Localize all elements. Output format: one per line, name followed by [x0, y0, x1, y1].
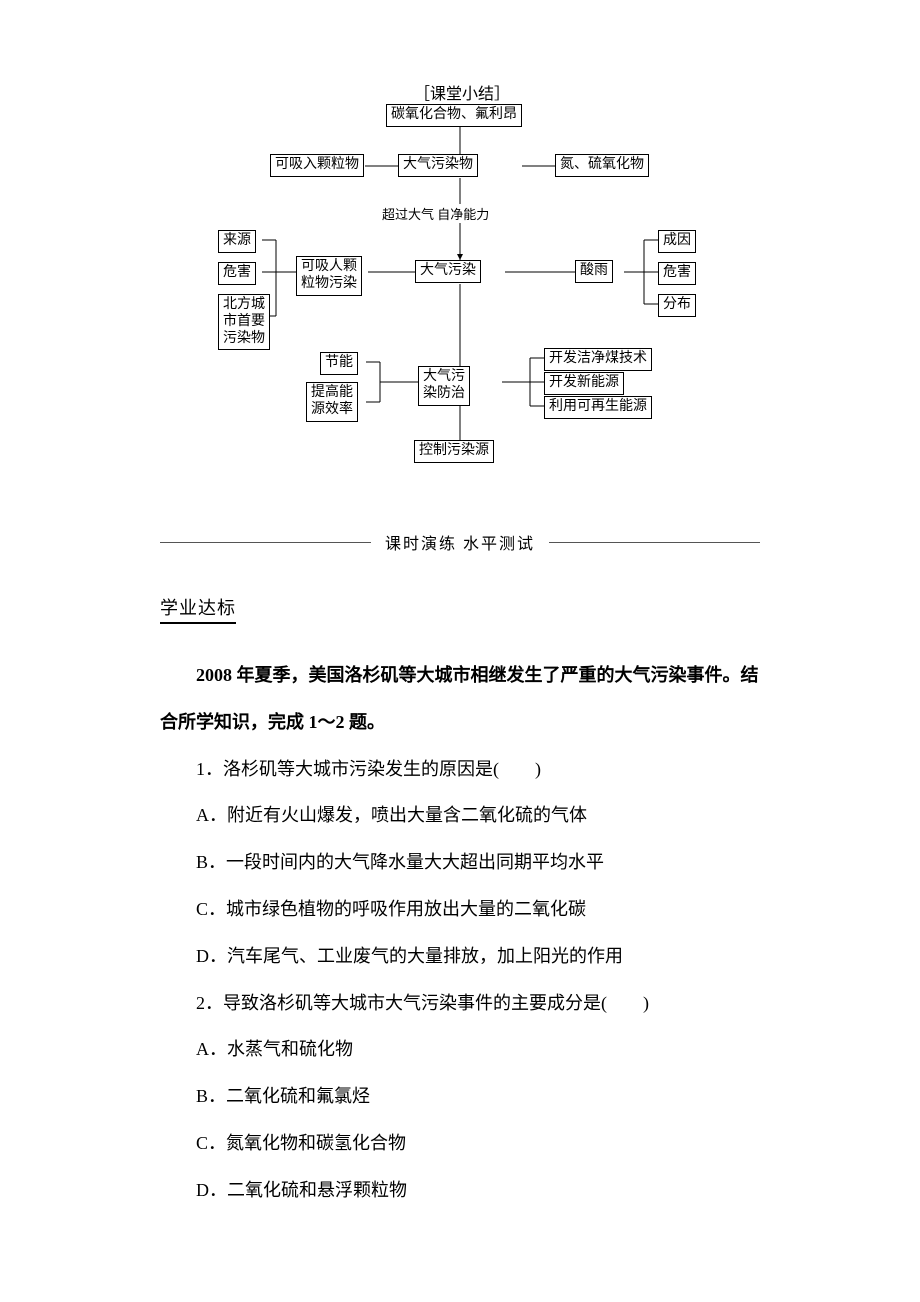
box-row2-left: 可吸入颗粒物 [270, 154, 364, 177]
q1-opt-d: D．汽车尾气、工业废气的大量排放，加上阳光的作用 [160, 933, 760, 980]
divider-text: 课时演练 水平测试 [371, 530, 549, 554]
box-row2-right: 氮、硫氧化物 [555, 154, 649, 177]
box-right-item-0: 成因 [658, 230, 696, 253]
box-top: 碳氧化合物、氟利昂 [386, 104, 522, 127]
section-divider: 课时演练 水平测试 [160, 530, 760, 554]
left-item-2-text: 北方城 市首要 污染物 [223, 297, 265, 346]
box-acid-rain: 酸雨 [575, 260, 613, 283]
box-left-item-0: 来源 [218, 230, 256, 253]
q2-opt-a: A．水蒸气和硫化物 [160, 1026, 760, 1073]
q1-opt-b: B．一段时间内的大气降水量大大超出同期平均水平 [160, 839, 760, 886]
divider-line-left [160, 542, 371, 543]
summary-diagram: ［课堂小结］ 碳氧化合物、氟利昂 可吸入颗粒物 大气污染物 氮、硫氧化物 超过大… [200, 80, 720, 500]
q2-opt-c: C．氮氧化物和碳氢化合物 [160, 1120, 760, 1167]
content-body: 2008 年夏季，美国洛杉矶等大城市相继发生了严重的大气污染事件。结合所学知识，… [160, 652, 760, 1214]
q1-opt-c: C．城市绿色植物的呼吸作用放出大量的二氧化碳 [160, 886, 760, 933]
q2-opt-d: D．二氧化硫和悬浮颗粒物 [160, 1167, 760, 1214]
box-left-item-2: 北方城 市首要 污染物 [218, 294, 270, 350]
energy-1-text: 提高能 源效率 [311, 385, 353, 417]
left-block-text: 可吸人颗 粒物污染 [301, 259, 357, 291]
q2-stem: 2．导致洛杉矶等大城市大气污染事件的主要成分是( ) [160, 980, 760, 1027]
box-br-0: 开发洁净煤技术 [544, 348, 652, 371]
q1-opt-a: A．附近有火山爆发，喷出大量含二氧化硫的气体 [160, 792, 760, 839]
box-left-item-1: 危害 [218, 262, 256, 285]
box-bottom-center: 大气污 染防治 [418, 366, 470, 406]
diagram-connectors [200, 80, 720, 500]
box-br-2: 利用可再生能源 [544, 396, 652, 419]
box-energy-0: 节能 [320, 352, 358, 375]
q2-opt-b: B．二氧化硫和氟氯烃 [160, 1073, 760, 1120]
box-left-block: 可吸人颗 粒物污染 [296, 256, 362, 296]
q1-stem: 1．洛杉矶等大城市污染发生的原因是( ) [160, 746, 760, 793]
box-right-item-1: 危害 [658, 262, 696, 285]
box-right-item-2: 分布 [658, 294, 696, 317]
bottom-center-text: 大气污 染防治 [423, 369, 465, 401]
box-bottom: 控制污染源 [414, 440, 494, 463]
section-label: 学业达标 [160, 594, 236, 624]
intro-text: 2008 年夏季，美国洛杉矶等大城市相继发生了严重的大气污染事件。结合所学知识，… [160, 652, 760, 746]
box-energy-1: 提高能 源效率 [306, 382, 358, 422]
mid-label: 超过大气 自净能力 [380, 204, 491, 223]
section-label-wrap: 学业达标 [160, 594, 760, 652]
box-row2-center: 大气污染物 [398, 154, 478, 177]
box-br-1: 开发新能源 [544, 372, 624, 395]
diagram-title: ［课堂小结］ [412, 80, 512, 104]
box-center: 大气污染 [415, 260, 481, 283]
divider-line-right [549, 542, 760, 543]
